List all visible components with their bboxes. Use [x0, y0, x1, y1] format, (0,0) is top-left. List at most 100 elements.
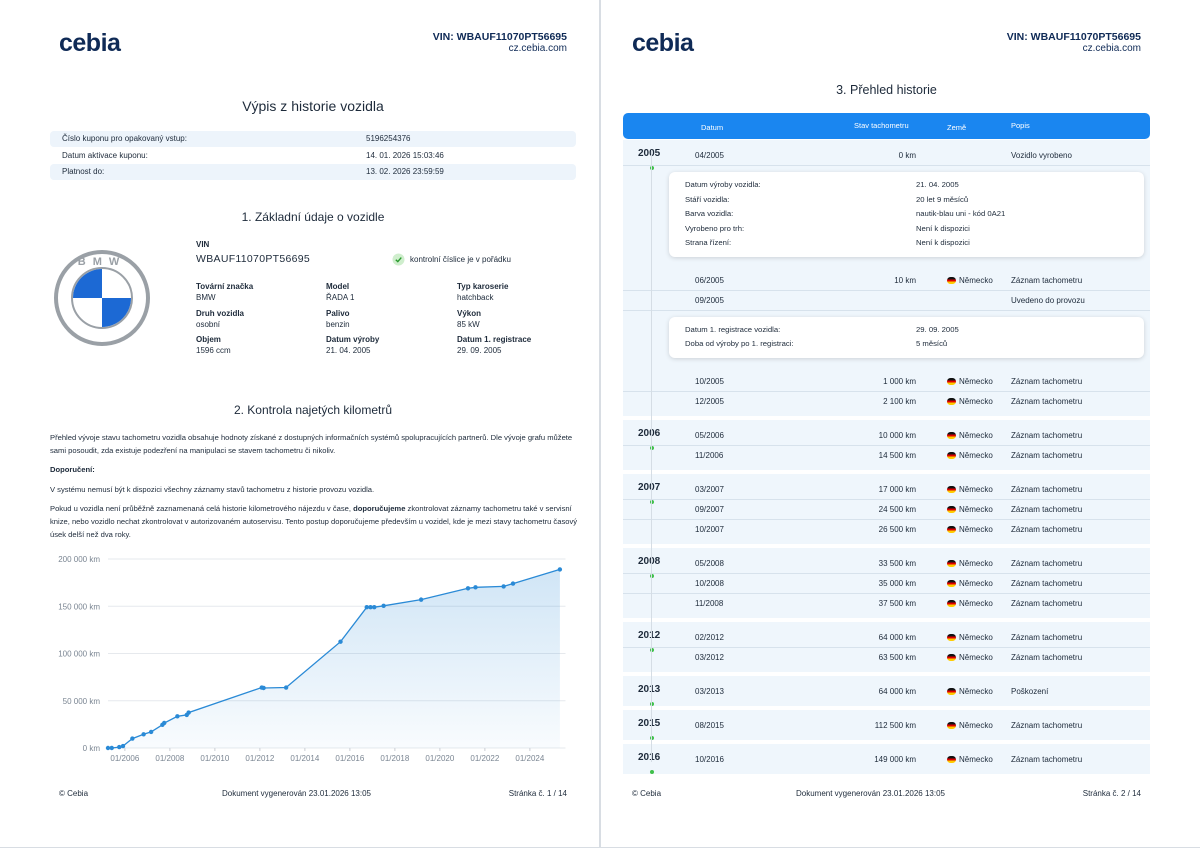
date: 05/2008 [695, 558, 724, 568]
mileage: 149 000 km [874, 754, 916, 764]
header-vin: VIN: WBAUF11070PT56695 [1006, 31, 1141, 43]
description: Poškození [1011, 686, 1049, 696]
detail-label: Datum 1. registrace vozidla: [685, 324, 781, 334]
year: 2005 [638, 148, 661, 159]
flag [947, 559, 956, 567]
mileage: 33 500 km [878, 558, 916, 568]
field-value: 21. 04. 2005 [326, 346, 371, 355]
timeline-dot [650, 735, 654, 740]
description: Záznam tachometru [1011, 396, 1083, 406]
data-point [105, 745, 111, 751]
mileage: 35 000 km [878, 578, 916, 588]
detail-value: 20 let 9 měsíců [916, 194, 969, 204]
description: Záznam tachometru [1011, 578, 1083, 588]
history-row: 03/2012 63 500 km Německo Záznam tachometru [623, 648, 1150, 667]
detail-label: Barva vozidla: [685, 209, 734, 218]
flag [947, 451, 956, 459]
country: Německo [959, 720, 993, 730]
page-1: cebia VIN: WBAUF11070PT56695 cz.cebia.co… [0, 0, 600, 848]
country: Německo [959, 558, 993, 568]
field-value: 85 kW [457, 319, 480, 329]
description: Záznam tachometru [1011, 484, 1083, 494]
date: 08/2015 [695, 720, 724, 730]
x-tick-label: 01/2014 [290, 754, 319, 763]
flag [947, 579, 956, 587]
description: Záznam tachometru [1011, 504, 1083, 514]
date: 12/2005 [695, 396, 724, 406]
history-row: 05/2006 10 000 km Německo Záznam tachometru [623, 426, 1150, 446]
date: 11/2006 [695, 450, 724, 460]
field-value: hatchback [457, 293, 494, 302]
mileage: 14 500 km [878, 450, 916, 460]
data-point [283, 685, 289, 690]
x-tick-label: 01/2012 [245, 754, 274, 763]
country: Německo [959, 686, 993, 696]
history-row: 08/2015 112 500 km Německo Záznam tachometr… [623, 716, 1150, 735]
field-label: Objem [196, 335, 221, 344]
year-group: 2006 05/2006 10 000 km Německo Záznam tachom… [623, 419, 1150, 470]
brand-logo: BMW [54, 250, 150, 346]
coupon-row: Datum aktivace kuponu: 14. 01. 2026 15:03… [50, 148, 576, 164]
data-point [186, 710, 191, 715]
date: 10/2007 [695, 524, 724, 534]
date: 03/2012 [695, 652, 724, 662]
timeline-dot [650, 769, 654, 774]
detail-value: 5 měsíců [916, 339, 948, 348]
detail-value: nautik-blau uni - kód 0A21 [916, 209, 1006, 218]
history-row: 05/2008 33 500 km Německo Záznam tachometru [623, 554, 1150, 574]
mileage: 64 000 km [878, 686, 916, 696]
description: Záznam tachometru [1011, 430, 1083, 440]
header-site: cz.cebia.com [508, 43, 567, 54]
data-point [130, 736, 135, 741]
detail-value: Není k dispozici [916, 238, 970, 247]
history-row: 12/2005 2 100 km Německo Záznam tachometru [623, 392, 1150, 411]
country: Německo [959, 652, 993, 662]
timeline-dot [650, 499, 654, 504]
x-tick-label: 01/2016 [335, 754, 364, 763]
detail-label: Stáří vozidla: [685, 194, 730, 204]
field-value: benzin [326, 319, 350, 329]
data-point [501, 584, 506, 589]
country: Německo [959, 275, 993, 285]
data-point [148, 729, 154, 735]
brand-logo-text: BMW [78, 256, 127, 268]
country: Německo [959, 754, 993, 764]
data-point [109, 745, 114, 751]
data-point [418, 597, 424, 602]
detail-row: Datum výroby vozidla: 21. 04. 2005 [669, 179, 1144, 194]
mileage: 1 000 km [883, 376, 916, 386]
flag [947, 721, 956, 729]
detail-value: 21. 04. 2005 [916, 180, 959, 189]
text-segment: doporučujeme [353, 504, 406, 514]
data-point [473, 585, 478, 590]
data-point [338, 639, 343, 644]
x-tick-label: 01/2018 [380, 754, 409, 763]
description: Záznam tachometru [1011, 598, 1083, 608]
paragraph: Pokud u vozidla není průběžně zaznamenan… [50, 503, 578, 541]
text-segment: Pokud u vozidla není průběžně zaznamenan… [50, 504, 354, 514]
mileage: 17 000 km [878, 484, 916, 494]
column-header: Stav tachometru [854, 121, 909, 130]
vin-value: WBAUF11070PT56695 [196, 253, 311, 265]
description: Záznam tachometru [1011, 754, 1083, 764]
coupon-value: 13. 02. 2026 23:59:59 [366, 167, 444, 176]
coupon-value: 14. 01. 2026 15:03:46 [366, 150, 444, 160]
text-segment: Doporučení: [50, 465, 95, 475]
flag [947, 755, 956, 763]
coupon-row: Platnost do: 13. 02. 2026 23:59:59 [50, 164, 576, 180]
date: 03/2013 [695, 686, 724, 696]
page-2: cebia VIN: WBAUF11070PT56695 cz.cebia.co… [600, 0, 1200, 848]
country: Německo [959, 430, 993, 440]
flag [947, 633, 956, 641]
data-point [162, 720, 167, 726]
y-tick-label: 0 km [83, 744, 101, 753]
x-tick-label: 01/2006 [110, 754, 139, 763]
country: Německo [959, 504, 993, 514]
x-tick-label: 01/2024 [515, 754, 544, 763]
date: 06/2005 [695, 275, 724, 285]
flag [947, 377, 956, 385]
country: Německo [959, 484, 993, 494]
year-group: 2015 08/2015 112 500 km Německo Záznam tacho… [623, 709, 1150, 740]
country: Německo [959, 450, 993, 460]
